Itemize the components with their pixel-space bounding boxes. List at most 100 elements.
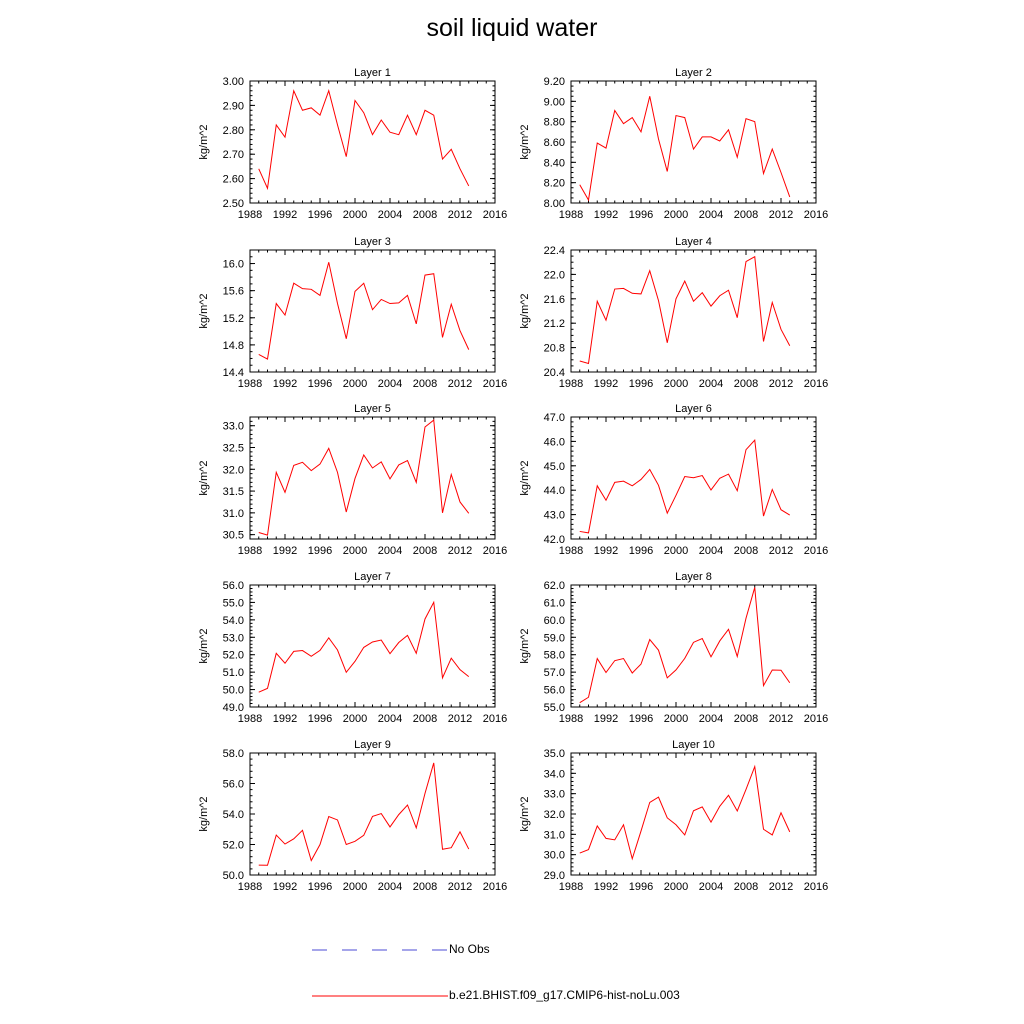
- panel-layer-9: Layer 9 kg/m^2 1988 1992 1996 2000 2004 2008 201…: [198, 739, 507, 893]
- x-tick-label: 2016: [483, 881, 507, 893]
- y-tick-label: 50.0: [223, 870, 244, 882]
- y-axis-label: kg/m^2: [198, 796, 210, 831]
- y-tick-label: 61.0: [544, 597, 565, 609]
- x-tick-label: 1996: [629, 209, 653, 221]
- x-tick-label: 2016: [483, 378, 507, 390]
- x-tick-label: 1992: [594, 378, 618, 390]
- legend-obs-line: [312, 949, 448, 951]
- y-tick-label: 9.20: [544, 76, 565, 88]
- plot-frame: [570, 584, 817, 708]
- x-tick-label: 2000: [343, 881, 367, 893]
- y-tick-label: 52.0: [223, 650, 244, 662]
- y-tick-label: 45.0: [544, 461, 565, 473]
- series-line: [579, 587, 791, 704]
- x-tick-label: 2000: [664, 713, 688, 725]
- y-tick-label: 58.0: [223, 748, 244, 760]
- series-line: [258, 762, 470, 866]
- panel-title: Layer 5: [354, 403, 391, 415]
- x-tick-label: 2000: [343, 545, 367, 557]
- series-line: [579, 255, 791, 365]
- x-tick-label: 2016: [804, 378, 828, 390]
- x-tick-label: 1988: [559, 881, 583, 893]
- y-tick-label: 21.6: [544, 294, 565, 306]
- x-tick-label: 2008: [734, 545, 758, 557]
- y-axis-label: kg/m^2: [519, 293, 531, 328]
- panel-layer-10: Layer 10 kg/m^2 1988 1992 1996 2000 2004 2008 20…: [519, 739, 828, 893]
- y-tick-label: 52.0: [223, 840, 244, 852]
- x-tick-label: 2016: [804, 209, 828, 221]
- x-tick-label: 2008: [413, 713, 437, 725]
- panel-layer-6: Layer 6 kg/m^2 1988 1992 1996 2000 2004 2008 201…: [519, 403, 828, 557]
- x-tick-label: 2012: [769, 209, 793, 221]
- x-tick-label: 1992: [273, 881, 297, 893]
- y-tick-label: 35.0: [544, 748, 565, 760]
- x-tick-label: 1988: [559, 545, 583, 557]
- y-axis-label: kg/m^2: [198, 124, 210, 159]
- y-tick-label: 8.60: [544, 137, 565, 149]
- plot-frame: [249, 249, 496, 373]
- x-tick-label: 2012: [448, 378, 472, 390]
- x-tick-label: 2000: [664, 209, 688, 221]
- y-tick-label: 51.0: [223, 667, 244, 679]
- y-tick-label: 22.0: [544, 269, 565, 281]
- y-tick-label: 60.0: [544, 615, 565, 627]
- y-tick-label: 54.0: [223, 809, 244, 821]
- y-tick-label: 29.0: [544, 870, 565, 882]
- x-tick-label: 2008: [734, 209, 758, 221]
- series-line: [258, 262, 470, 360]
- y-tick-label: 8.80: [544, 117, 565, 129]
- y-tick-label: 62.0: [544, 580, 565, 592]
- y-axis-label: kg/m^2: [519, 460, 531, 495]
- y-tick-label: 32.0: [544, 809, 565, 821]
- panel-title: Layer 4: [675, 236, 712, 248]
- x-tick-label: 1988: [238, 209, 262, 221]
- y-tick-label: 15.6: [223, 286, 244, 298]
- x-tick-label: 2012: [769, 545, 793, 557]
- y-tick-label: 2.90: [223, 100, 244, 112]
- y-axis-label: kg/m^2: [519, 628, 531, 663]
- x-tick-label: 1992: [594, 713, 618, 725]
- x-tick-label: 2016: [804, 545, 828, 557]
- series-line: [258, 600, 470, 693]
- panel-layer-2: Layer 2 kg/m^2 1988 1992 1996 2000 2004 2008 201…: [519, 67, 828, 221]
- y-tick-label: 42.0: [544, 534, 565, 546]
- panel-layer-5: Layer 5 kg/m^2 1988 1992 1996 2000 2004 2008 201…: [198, 403, 507, 557]
- y-tick-label: 34.0: [544, 768, 565, 780]
- x-tick-label: 2008: [413, 209, 437, 221]
- y-axis-label: kg/m^2: [198, 293, 210, 328]
- x-tick-label: 2000: [664, 378, 688, 390]
- y-tick-label: 56.0: [544, 685, 565, 697]
- x-tick-label: 2004: [699, 378, 723, 390]
- y-tick-label: 46.0: [544, 436, 565, 448]
- x-tick-label: 2004: [699, 713, 723, 725]
- figure-title: soil liquid water: [426, 14, 598, 42]
- y-tick-label: 59.0: [544, 632, 565, 644]
- y-tick-label: 14.8: [223, 340, 244, 352]
- x-tick-label: 2012: [448, 881, 472, 893]
- series-line: [579, 764, 791, 861]
- x-tick-label: 2012: [769, 378, 793, 390]
- y-tick-label: 30.5: [223, 530, 244, 542]
- y-tick-label: 20.4: [544, 367, 565, 379]
- y-axis-label: kg/m^2: [519, 124, 531, 159]
- y-tick-label: 9.00: [544, 96, 565, 108]
- x-tick-label: 1996: [629, 881, 653, 893]
- y-tick-label: 53.0: [223, 632, 244, 644]
- y-tick-label: 21.2: [544, 318, 565, 330]
- y-tick-label: 16.0: [223, 259, 244, 271]
- y-tick-label: 47.0: [544, 412, 565, 424]
- y-tick-label: 8.20: [544, 178, 565, 190]
- panel-layer-1: Layer 1 kg/m^2 1988 1992 1996 2000 2004 2008 201…: [198, 67, 507, 221]
- y-tick-label: 56.0: [223, 580, 244, 592]
- y-tick-label: 20.8: [544, 343, 565, 355]
- y-tick-label: 2.50: [223, 198, 244, 210]
- x-tick-label: 2016: [483, 545, 507, 557]
- x-tick-label: 1988: [559, 209, 583, 221]
- panel-layer-8: Layer 8 kg/m^2 1988 1992 1996 2000 2004 2008 201…: [519, 571, 828, 725]
- panel-title: Layer 10: [672, 739, 715, 751]
- panel-layer-7: Layer 7 kg/m^2 1988 1992 1996 2000 2004 2008 201…: [198, 571, 507, 725]
- x-tick-label: 2012: [448, 209, 472, 221]
- plot-frame: [570, 752, 817, 876]
- panel-title: Layer 3: [354, 236, 391, 248]
